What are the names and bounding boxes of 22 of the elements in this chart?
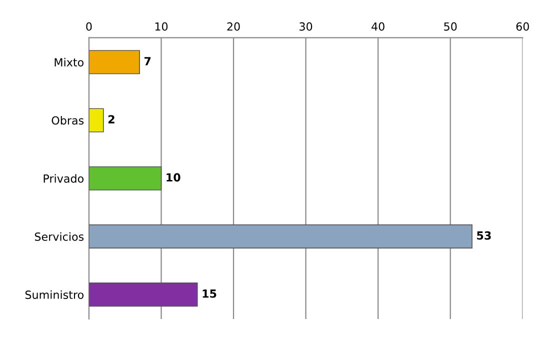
x-tick-label: 0 (86, 22, 92, 31)
y-tick-label: Obras (52, 116, 84, 125)
bar (88, 166, 162, 190)
data-label: 53 (477, 231, 491, 240)
x-tick-label: 10 (155, 22, 168, 31)
x-tick-label: 20 (227, 22, 240, 31)
x-tick-label: 30 (300, 22, 312, 31)
data-label: 7 (144, 57, 151, 66)
y-tick-label: Mixto (54, 58, 84, 67)
data-label: 15 (202, 290, 216, 298)
bar (88, 224, 472, 249)
bar (88, 50, 140, 74)
x-tick-label: 40 (372, 22, 384, 31)
y-tick-label: Privado (44, 174, 84, 183)
data-label: 2 (108, 115, 114, 124)
y-tick-label: Suministro (25, 290, 84, 299)
bar (88, 282, 198, 307)
data-label: 10 (166, 173, 180, 182)
bar (88, 108, 104, 132)
x-tick-label: 60 (516, 22, 529, 31)
x-tick-label: 50 (444, 22, 457, 31)
y-tick-label: Servicios (34, 232, 84, 241)
